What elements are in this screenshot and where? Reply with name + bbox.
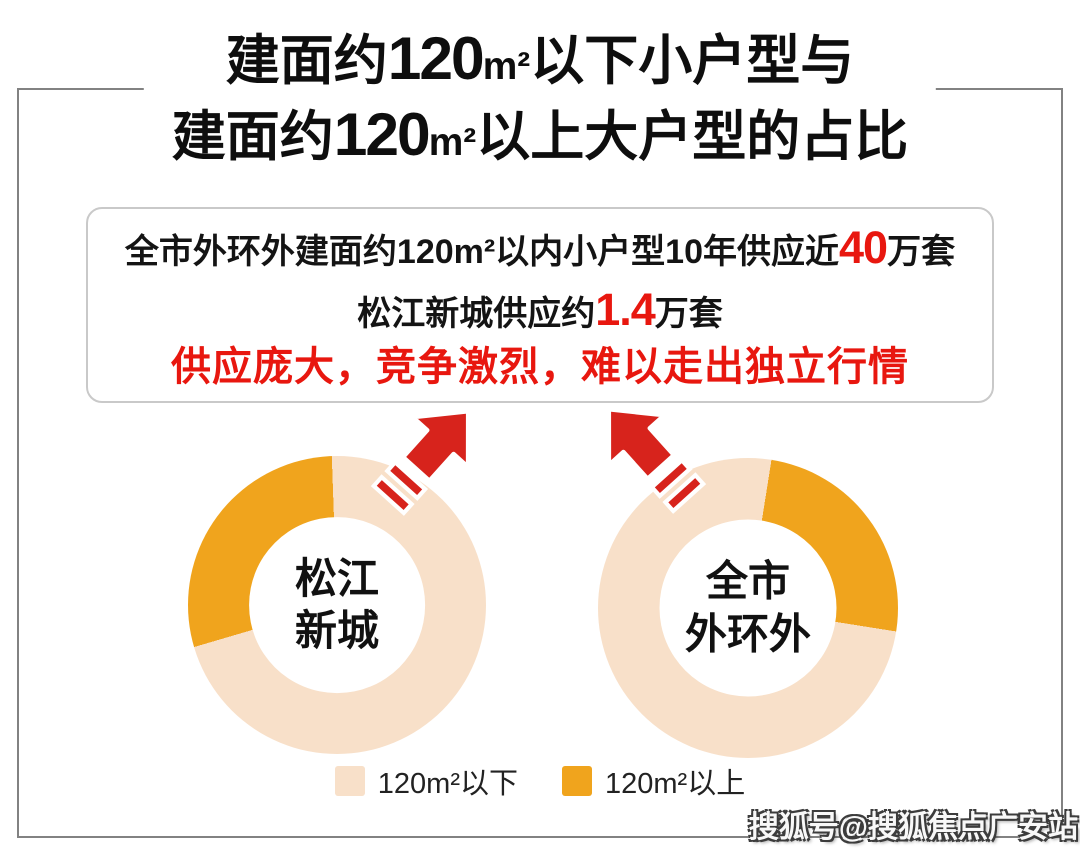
- callout-line-2: 松江新城供应约1.4万套: [357, 279, 723, 341]
- legend: 120m²以下 120m²以上: [0, 760, 1080, 802]
- legend-swatch-above-120: [562, 766, 592, 796]
- title-text: 建面约: [225, 31, 388, 91]
- title-line-2: 建面约120m²以上大户型的占比: [172, 96, 908, 172]
- title-unit: m²: [482, 45, 531, 88]
- donut-label-line: 全市: [705, 557, 790, 605]
- title-unit: m²: [428, 121, 477, 165]
- title-line-1: 建面约120m²以下小户型与: [172, 20, 908, 96]
- donut-center-label-citywide: 全市 外环外: [685, 556, 811, 660]
- callout-text: 全市外环外建面约120m²以内小户型10年供应近: [124, 232, 840, 271]
- callout-highlight-supply-total: 40: [839, 221, 888, 273]
- donut-center-label-songjiang: 松江 新城: [295, 553, 379, 657]
- legend-item-above-120: 120m²以上: [562, 760, 745, 802]
- callout-highlight-songjiang-supply: 1.4: [595, 284, 656, 335]
- callout-text: 松江新城供应约: [357, 295, 596, 333]
- callout-text: 万套: [654, 295, 723, 333]
- summary-callout: 全市外环外建面约120m²以内小户型10年供应近40万套 松江新城供应约1.4万…: [86, 207, 994, 403]
- border-frame: [17, 88, 1063, 838]
- donut-label-line: 松江: [294, 554, 379, 602]
- donut-label-line: 新城: [294, 607, 379, 654]
- legend-swatch-below-120: [334, 766, 365, 796]
- callout-line-1: 全市外环外建面约120m²以内小户型10年供应近40万套: [125, 217, 955, 279]
- title-number: 120: [333, 100, 431, 169]
- donut-chart-citywide-outer-ring: 全市 外环外: [598, 458, 898, 758]
- donut-label-line: 外环外: [684, 610, 811, 657]
- watermark: 搜狐号@搜狐焦点广安站: [748, 811, 1078, 844]
- donut-hole: 松江 新城: [249, 517, 425, 693]
- donut-hole: 全市 外环外: [659, 519, 837, 697]
- callout-text: 万套: [887, 232, 956, 271]
- page-title: 建面约120m²以下小户型与 建面约120m²以上大户型的占比: [143, 20, 937, 173]
- title-text: 建面约: [171, 107, 334, 168]
- legend-label-above-120: 120m²以上: [605, 768, 746, 800]
- legend-item-below-120: 120m²以下: [334, 760, 518, 802]
- up-arrow-left-icon: [370, 409, 471, 516]
- title-number: 120: [387, 24, 485, 92]
- callout-warning-line: 供应庞大，竞争激烈，难以走出独立行情: [171, 345, 909, 390]
- title-text: 以下小户型与: [530, 31, 855, 91]
- donut-chart-songjiang: 松江 新城: [188, 456, 486, 754]
- legend-label-below-120: 120m²以下: [377, 768, 518, 800]
- up-arrow-right-icon: [606, 407, 707, 514]
- title-text: 以上大户型的占比: [476, 107, 909, 168]
